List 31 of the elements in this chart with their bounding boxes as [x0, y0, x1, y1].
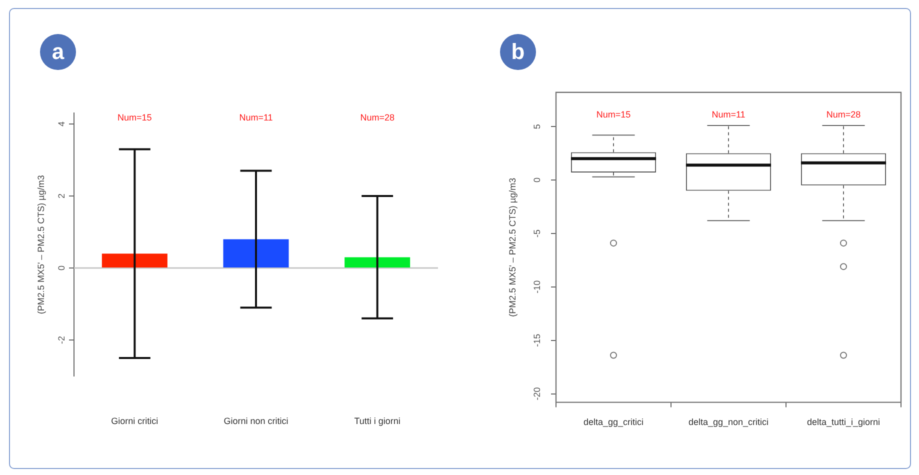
chart-title: a — [52, 39, 64, 64]
y-tick-label: -2 — [56, 336, 66, 344]
y-axis-title: (PM2.5 MX5' – PM2.5 CTS) µg/m3 — [507, 178, 518, 317]
y-axis-title: (PM2.5 MX5' – PM2.5 CTS) µg/m3 — [36, 175, 46, 314]
x-tick-label: delta_gg_non_critici — [688, 417, 769, 428]
x-tick-label: delta_tutti_i_giorni — [806, 417, 880, 428]
y-tick-label: 0 — [532, 178, 542, 183]
annotation: Num=11 — [239, 112, 273, 123]
y-tick-label: 4 — [56, 121, 66, 127]
annotation: Num=15 — [118, 112, 152, 123]
badge: b — [500, 34, 536, 70]
badge: a — [40, 34, 76, 70]
annotation: Num=11 — [712, 109, 746, 120]
chart-title: b — [511, 39, 525, 64]
y-tick-label: -10 — [532, 280, 542, 294]
y-tick-label: 5 — [532, 124, 542, 130]
bar — [223, 239, 289, 268]
x-tick-label: Giorni critici — [111, 416, 158, 426]
x-tick-label: Giorni non critici — [224, 416, 288, 426]
x-tick-label: Tutti i giorni — [354, 416, 400, 426]
y-tick-label: 2 — [56, 193, 66, 199]
annotation: Num=28 — [826, 109, 861, 120]
x-tick-label: delta_gg_critici — [583, 417, 644, 428]
y-tick-label: -5 — [532, 229, 542, 238]
annotation: Num=15 — [596, 109, 631, 120]
bar — [344, 257, 410, 268]
bar — [102, 254, 168, 268]
y-tick-label: -20 — [532, 387, 542, 400]
annotation: Num=28 — [360, 112, 394, 123]
y-tick-label: 0 — [56, 265, 66, 271]
y-tick-label: -15 — [532, 334, 542, 347]
